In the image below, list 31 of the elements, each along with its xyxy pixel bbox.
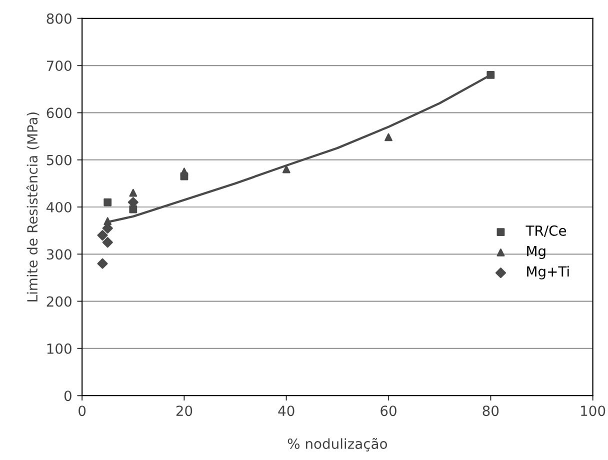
x-tick-label: 0 <box>78 406 86 416</box>
x-tick-label: 60 <box>380 406 396 416</box>
y-tick-label: 0 <box>64 390 72 402</box>
point <box>129 188 138 197</box>
x-tick-label: 40 <box>278 406 294 416</box>
point <box>97 258 108 269</box>
point <box>486 71 495 79</box>
point <box>102 237 113 248</box>
y-tick-label: 300 <box>46 249 72 260</box>
x-axis-title: % nodulização <box>288 438 388 452</box>
point <box>384 133 392 142</box>
point <box>104 198 112 206</box>
y-tick-label: 100 <box>47 343 72 354</box>
y-tick-label: 500 <box>46 154 72 166</box>
x-tick-label: 20 <box>176 406 192 416</box>
point <box>129 205 138 214</box>
y-axis-title: Limite de Resistência (MPa) <box>26 112 40 302</box>
point <box>282 165 290 174</box>
x-tick-label: 100 <box>581 406 606 416</box>
legend-label: Mg+Ti <box>527 266 569 280</box>
y-tick-label: 400 <box>46 202 72 212</box>
point <box>180 168 188 176</box>
legend-label: Mg <box>527 246 546 259</box>
point <box>104 217 112 226</box>
y-tick-label: 800 <box>46 13 72 24</box>
y-tick-label: 600 <box>46 108 72 118</box>
y-tick-label: 700 <box>46 60 72 72</box>
point <box>97 230 108 241</box>
y-tick-label: 200 <box>46 296 72 307</box>
x-tick-label: 80 <box>482 406 499 416</box>
legend-label: TR/Ce <box>526 225 566 237</box>
